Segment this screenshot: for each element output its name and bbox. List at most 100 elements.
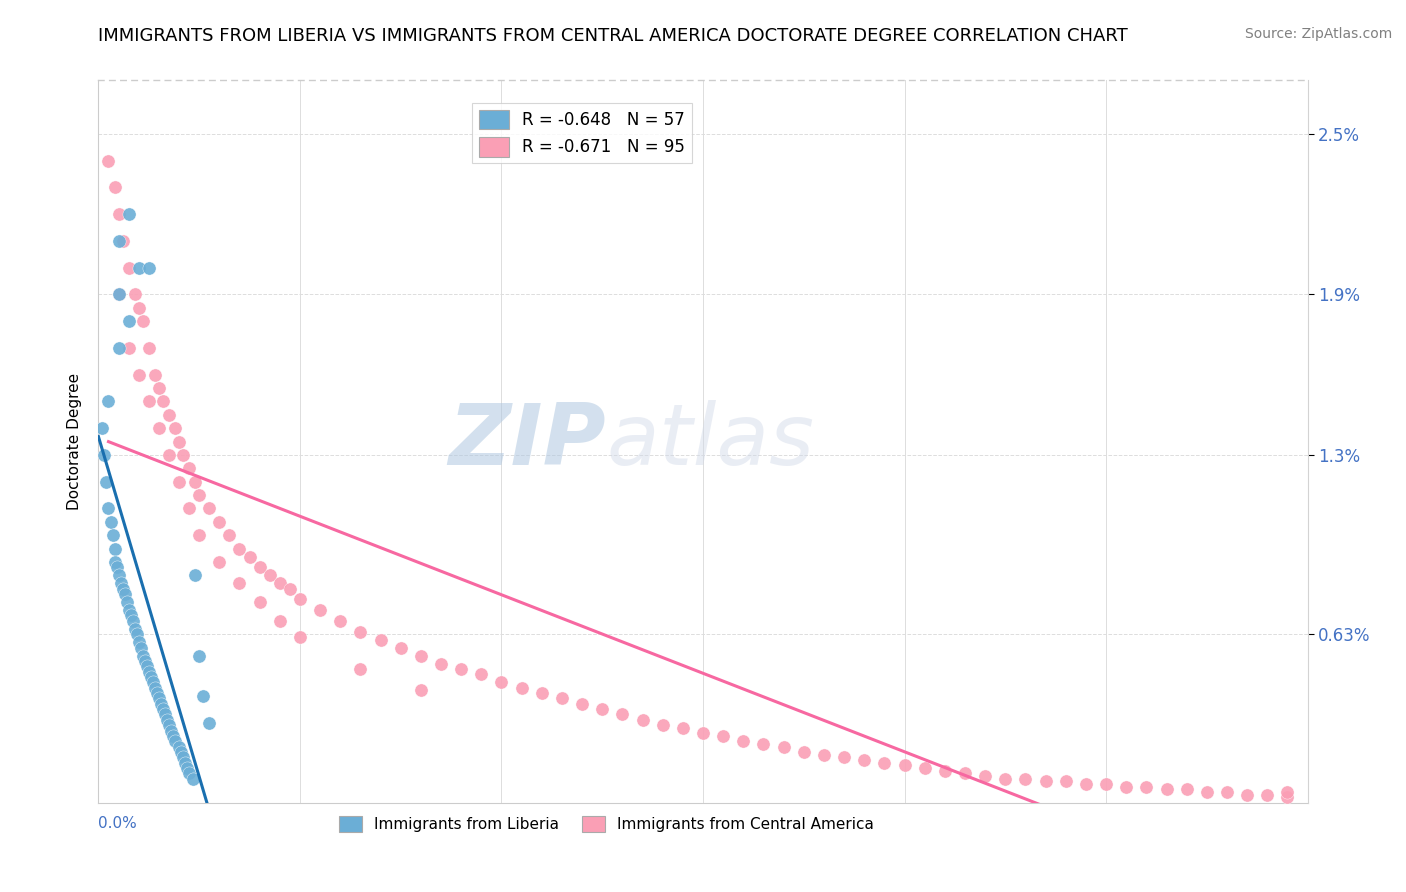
Point bbox=[148, 421, 170, 435]
Point bbox=[198, 501, 221, 516]
Point bbox=[101, 528, 124, 542]
Point bbox=[259, 568, 281, 582]
Point bbox=[208, 515, 231, 529]
Point bbox=[118, 314, 141, 328]
Point bbox=[128, 368, 150, 382]
Point bbox=[510, 681, 533, 695]
Point bbox=[96, 475, 118, 489]
Point bbox=[149, 697, 172, 711]
Point bbox=[153, 707, 176, 722]
Point bbox=[128, 260, 150, 275]
Point bbox=[631, 713, 654, 727]
Point bbox=[672, 721, 695, 735]
Point bbox=[1216, 785, 1239, 799]
Point bbox=[114, 587, 136, 601]
Point bbox=[228, 541, 250, 556]
Point bbox=[167, 434, 190, 449]
Point bbox=[1256, 788, 1278, 802]
Point bbox=[118, 603, 141, 617]
Point bbox=[813, 747, 835, 762]
Point bbox=[370, 632, 392, 647]
Point bbox=[409, 648, 432, 663]
Point bbox=[138, 665, 160, 679]
Point bbox=[107, 341, 129, 355]
Text: Source: ZipAtlas.com: Source: ZipAtlas.com bbox=[1244, 27, 1392, 41]
Point bbox=[591, 702, 613, 716]
Point bbox=[530, 686, 553, 700]
Y-axis label: Doctorate Degree: Doctorate Degree bbox=[67, 373, 83, 510]
Point bbox=[1035, 774, 1057, 789]
Point bbox=[148, 691, 170, 706]
Point bbox=[1156, 782, 1178, 797]
Point bbox=[100, 515, 122, 529]
Point bbox=[143, 681, 166, 695]
Point bbox=[107, 568, 129, 582]
Point bbox=[146, 686, 169, 700]
Point bbox=[110, 576, 132, 591]
Point bbox=[134, 654, 156, 668]
Point bbox=[107, 287, 129, 301]
Point bbox=[994, 772, 1017, 786]
Point bbox=[1277, 790, 1299, 805]
Point bbox=[163, 734, 186, 748]
Point bbox=[111, 582, 134, 596]
Point bbox=[172, 448, 194, 462]
Point bbox=[157, 408, 180, 422]
Point bbox=[118, 207, 141, 221]
Point bbox=[118, 260, 141, 275]
Point bbox=[188, 488, 211, 502]
Point bbox=[772, 739, 794, 754]
Point bbox=[93, 448, 115, 462]
Point bbox=[138, 341, 160, 355]
Point bbox=[389, 640, 412, 655]
Point bbox=[184, 568, 207, 582]
Point bbox=[156, 713, 179, 727]
Point bbox=[107, 287, 129, 301]
Point bbox=[733, 734, 755, 748]
Point bbox=[450, 662, 472, 676]
Point bbox=[1135, 780, 1157, 794]
Point bbox=[128, 635, 150, 649]
Point bbox=[934, 764, 956, 778]
Point bbox=[135, 659, 157, 673]
Point bbox=[181, 772, 204, 786]
Point bbox=[179, 501, 201, 516]
Point bbox=[148, 381, 170, 395]
Point bbox=[873, 756, 896, 770]
Point bbox=[97, 153, 120, 168]
Point bbox=[132, 314, 155, 328]
Point bbox=[132, 648, 155, 663]
Point bbox=[188, 528, 211, 542]
Point bbox=[278, 582, 301, 596]
Point bbox=[551, 691, 574, 706]
Point bbox=[752, 737, 775, 751]
Point bbox=[172, 750, 194, 764]
Point bbox=[793, 745, 815, 759]
Point bbox=[470, 667, 492, 681]
Point bbox=[115, 595, 138, 609]
Point bbox=[228, 576, 250, 591]
Point bbox=[651, 718, 673, 732]
Point bbox=[571, 697, 593, 711]
Point bbox=[129, 640, 152, 655]
Point bbox=[329, 614, 352, 628]
Point bbox=[893, 758, 915, 772]
Point bbox=[409, 683, 432, 698]
Point bbox=[692, 726, 714, 740]
Point bbox=[118, 341, 141, 355]
Point bbox=[288, 630, 311, 644]
Point bbox=[176, 761, 198, 775]
Point bbox=[167, 475, 190, 489]
Point bbox=[138, 260, 160, 275]
Point bbox=[711, 729, 734, 743]
Point bbox=[491, 675, 513, 690]
Point bbox=[218, 528, 240, 542]
Text: ZIP: ZIP bbox=[449, 400, 606, 483]
Point bbox=[349, 624, 371, 639]
Point bbox=[139, 670, 162, 684]
Point bbox=[193, 689, 215, 703]
Point bbox=[1014, 772, 1036, 786]
Point bbox=[349, 662, 371, 676]
Point bbox=[174, 756, 197, 770]
Point bbox=[167, 739, 190, 754]
